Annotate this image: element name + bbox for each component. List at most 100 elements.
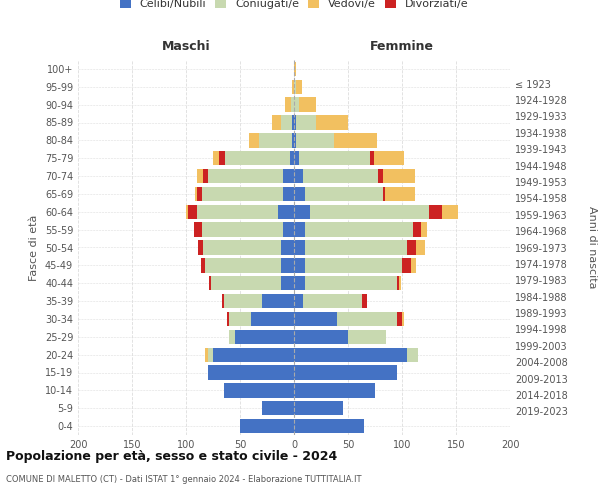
- Bar: [235, 330, 294, 344]
- Bar: [283, 169, 294, 183]
- Bar: [278, 204, 294, 219]
- Bar: [186, 204, 188, 219]
- Bar: [294, 258, 305, 272]
- Bar: [305, 222, 413, 237]
- Bar: [383, 187, 385, 201]
- Bar: [294, 80, 296, 94]
- Bar: [316, 116, 348, 130]
- Bar: [310, 204, 429, 219]
- Bar: [429, 204, 442, 219]
- Bar: [305, 276, 397, 290]
- Bar: [290, 151, 294, 166]
- Text: Popolazione per età, sesso e stato civile - 2024: Popolazione per età, sesso e stato civil…: [6, 450, 337, 463]
- Bar: [240, 419, 294, 433]
- Bar: [294, 151, 299, 166]
- Bar: [283, 187, 294, 201]
- Bar: [281, 276, 294, 290]
- Bar: [402, 258, 410, 272]
- Bar: [305, 258, 402, 272]
- Bar: [294, 204, 310, 219]
- Bar: [281, 258, 294, 272]
- Bar: [203, 240, 281, 254]
- Bar: [407, 240, 416, 254]
- Bar: [213, 151, 220, 166]
- Bar: [259, 133, 292, 148]
- Bar: [292, 116, 294, 130]
- Bar: [229, 330, 235, 344]
- Bar: [205, 348, 208, 362]
- Bar: [397, 276, 399, 290]
- Bar: [248, 133, 259, 148]
- Bar: [283, 222, 294, 237]
- Bar: [205, 258, 281, 272]
- Bar: [227, 312, 229, 326]
- Bar: [188, 204, 197, 219]
- Bar: [402, 312, 404, 326]
- Bar: [208, 169, 283, 183]
- Bar: [370, 151, 374, 166]
- Text: Femmine: Femmine: [370, 40, 434, 52]
- Bar: [294, 62, 296, 76]
- Bar: [305, 240, 407, 254]
- Bar: [197, 187, 202, 201]
- Bar: [202, 222, 283, 237]
- Bar: [198, 240, 203, 254]
- Bar: [294, 383, 375, 398]
- Bar: [194, 222, 202, 237]
- Bar: [337, 312, 397, 326]
- Bar: [194, 187, 197, 201]
- Bar: [302, 169, 378, 183]
- Bar: [272, 116, 281, 130]
- Bar: [348, 330, 386, 344]
- Bar: [385, 187, 415, 201]
- Bar: [294, 348, 407, 362]
- Bar: [294, 294, 302, 308]
- Bar: [262, 294, 294, 308]
- Text: COMUNE DI MALETTO (CT) - Dati ISTAT 1° gennaio 2024 - Elaborazione TUTTITALIA.IT: COMUNE DI MALETTO (CT) - Dati ISTAT 1° g…: [6, 475, 361, 484]
- Bar: [294, 169, 302, 183]
- Bar: [374, 151, 404, 166]
- Bar: [416, 240, 425, 254]
- Bar: [224, 294, 262, 308]
- Bar: [208, 348, 213, 362]
- Bar: [383, 169, 415, 183]
- Bar: [296, 133, 334, 148]
- Bar: [362, 294, 367, 308]
- Bar: [281, 116, 292, 130]
- Y-axis label: Anni di nascita: Anni di nascita: [587, 206, 597, 289]
- Bar: [399, 276, 401, 290]
- Bar: [197, 169, 203, 183]
- Bar: [292, 80, 294, 94]
- Bar: [302, 294, 362, 308]
- Bar: [407, 348, 418, 362]
- Bar: [296, 80, 302, 94]
- Bar: [291, 98, 294, 112]
- Bar: [220, 151, 225, 166]
- Bar: [294, 401, 343, 415]
- Bar: [294, 330, 348, 344]
- Bar: [294, 419, 364, 433]
- Bar: [251, 312, 294, 326]
- Bar: [294, 133, 296, 148]
- Bar: [209, 276, 211, 290]
- Bar: [225, 151, 290, 166]
- Bar: [299, 151, 370, 166]
- Text: Maschi: Maschi: [161, 40, 211, 52]
- Bar: [442, 204, 458, 219]
- Bar: [334, 133, 377, 148]
- Bar: [213, 348, 294, 362]
- Bar: [292, 133, 294, 148]
- Bar: [294, 366, 397, 380]
- Bar: [224, 383, 294, 398]
- Legend: Celibi/Nubili, Coniugati/e, Vedovi/e, Divorziati/e: Celibi/Nubili, Coniugati/e, Vedovi/e, Di…: [119, 0, 469, 9]
- Bar: [294, 222, 305, 237]
- Bar: [294, 116, 296, 130]
- Bar: [202, 187, 283, 201]
- Bar: [294, 276, 305, 290]
- Bar: [201, 258, 205, 272]
- Bar: [296, 116, 316, 130]
- Bar: [229, 312, 251, 326]
- Bar: [305, 187, 383, 201]
- Bar: [203, 169, 208, 183]
- Bar: [286, 98, 291, 112]
